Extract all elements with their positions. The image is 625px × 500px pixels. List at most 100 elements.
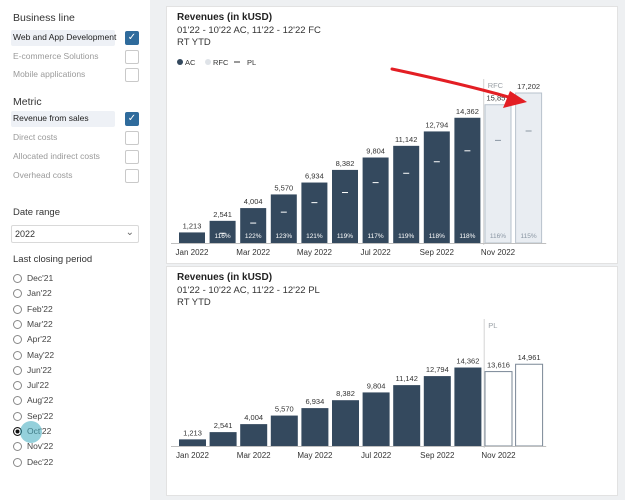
closing-period-option[interactable]: Sep'22 <box>13 410 133 423</box>
bar-value-label: 14,961 <box>518 353 541 362</box>
actual-bar <box>301 408 329 446</box>
bar-value-label: 2,541 <box>213 210 232 219</box>
legend-rfc-swatch <box>205 59 211 65</box>
actual-bar <box>423 376 451 446</box>
actual-bar <box>179 232 205 243</box>
actual-bar <box>362 392 390 446</box>
x-tick-label: Nov 2022 <box>481 248 516 257</box>
radio-label: Jul'22 <box>27 380 49 391</box>
bar-value-label: 6,934 <box>306 397 325 406</box>
chart-panel-pl: Revenues (in kUSD) 01'22 - 10'22 AC, 11'… <box>166 266 618 496</box>
closing-period-option[interactable]: Dec'21 <box>13 272 133 285</box>
actual-bar <box>209 432 237 446</box>
x-tick-label: Mar 2022 <box>236 248 270 257</box>
bar-value-label: 4,004 <box>244 413 263 422</box>
date-range-value: 2022 <box>15 229 36 239</box>
closing-period-option[interactable]: Feb'22 <box>13 303 133 316</box>
business-line-title: Business line <box>13 12 75 24</box>
closing-period-option[interactable]: Jan'22 <box>13 287 133 300</box>
option-label: Overhead costs <box>13 170 73 180</box>
checkbox[interactable] <box>125 68 139 82</box>
closing-period-option[interactable]: Dec'22 <box>13 456 133 469</box>
x-tick-label: Sep 2022 <box>420 451 455 460</box>
actual-bar <box>209 220 236 243</box>
actual-bar <box>393 145 420 243</box>
radio[interactable] <box>13 319 22 329</box>
metric-overhead-costs[interactable]: Overhead costs <box>11 169 141 184</box>
option-label: E-commerce Solutions <box>13 51 99 61</box>
radio[interactable] <box>13 350 22 360</box>
chart-title: Revenues (in kUSD) <box>177 272 273 283</box>
chevron-down-icon: ⌄ <box>125 227 134 238</box>
actual-bar <box>179 439 206 446</box>
bar-value-label: 8,382 <box>336 159 355 168</box>
checkbox[interactable] <box>125 131 139 145</box>
plan-bar <box>515 363 544 447</box>
bar-value-label: 5,570 <box>275 405 294 414</box>
actual-bar <box>240 208 267 243</box>
metric-revenue[interactable]: Revenue from sales ✓ <box>11 111 141 127</box>
chart-panel-rfc: Revenues (in kUSD) 01'22 - 10'22 AC, 11'… <box>166 6 618 264</box>
x-tick-label: Jan 2022 <box>176 451 209 460</box>
date-range-select[interactable]: 2022 ⌄ <box>11 225 139 243</box>
revenue-chart-rfc: RFC 1,213 2,541 116% 4,004 122% 5,570 123% 6,934… <box>171 58 547 257</box>
option-label: Web and App Development <box>13 32 117 42</box>
actual-bar <box>454 367 482 446</box>
business-line-web-app[interactable]: Web and App Development ✓ <box>11 30 141 46</box>
radio[interactable] <box>13 457 22 467</box>
ratio-label: 123% <box>275 233 292 240</box>
radio[interactable] <box>13 289 22 299</box>
x-tick-label: Sep 2022 <box>420 248 455 257</box>
checkbox-checked[interactable]: ✓ <box>125 112 139 126</box>
closing-period-option[interactable]: Jul'22 <box>13 379 133 392</box>
actual-bar <box>270 415 298 446</box>
closing-period-option[interactable]: Nov'22 <box>13 440 133 453</box>
cursor-highlight <box>20 421 42 443</box>
chart-subtitle-2: RT YTD <box>177 37 211 48</box>
ratio-label: 119% <box>398 233 414 240</box>
radio[interactable] <box>13 381 22 391</box>
checkbox[interactable] <box>125 150 139 164</box>
option-label: Allocated indirect costs <box>13 151 100 161</box>
radio[interactable] <box>13 335 22 345</box>
radio[interactable] <box>13 442 22 452</box>
closing-period-option[interactable]: Mar'22 <box>13 318 133 331</box>
closing-period-option[interactable]: Aug'22 <box>13 394 133 407</box>
radio[interactable] <box>13 411 22 421</box>
bar-value-label: 2,541 <box>214 421 233 430</box>
closing-period-option[interactable]: Jun'22 <box>13 364 133 377</box>
actual-bar <box>332 169 358 243</box>
option-label: Revenue from sales <box>13 113 89 123</box>
actual-bar <box>332 400 359 446</box>
radio[interactable] <box>13 304 22 314</box>
checkbox[interactable] <box>125 169 139 183</box>
business-line-mobile[interactable]: Mobile applications <box>11 68 141 83</box>
radio[interactable] <box>13 274 22 283</box>
bar-value-label: 14,362 <box>456 357 479 366</box>
checkbox[interactable] <box>125 50 139 64</box>
chart-subtitle-2: RT YTD <box>177 297 211 308</box>
chart-subtitle: 01'22 - 10'22 AC, 11'22 - 12'22 FC <box>177 25 321 36</box>
metric-direct-costs[interactable]: Direct costs <box>11 131 141 146</box>
radio-label: Feb'22 <box>27 303 53 314</box>
radio-label: Nov'22 <box>27 441 54 452</box>
closing-period-option[interactable]: Apr'22 <box>13 333 133 346</box>
ratio-label: 116% <box>490 233 506 240</box>
ratio-label: 115% <box>521 233 537 240</box>
radio-label: Sep'22 <box>27 410 54 421</box>
legend-ac-swatch <box>177 59 183 65</box>
checkbox-checked[interactable]: ✓ <box>125 31 139 45</box>
ratio-label: 118% <box>459 233 475 240</box>
annotation-arrow-shaft <box>390 67 514 100</box>
business-line-ecommerce[interactable]: E-commerce Solutions <box>11 50 141 65</box>
ratio-label: 117% <box>368 233 384 240</box>
radio[interactable] <box>13 365 22 375</box>
closing-period-title: Last closing period <box>13 254 93 265</box>
radio[interactable] <box>13 396 22 406</box>
metric-allocated-costs[interactable]: Allocated indirect costs <box>11 150 141 165</box>
bar-value-label: 13,616 <box>487 361 510 370</box>
actual-bar <box>454 117 481 243</box>
closing-period-option[interactable]: May'22 <box>13 349 133 362</box>
x-tick-label: Jul 2022 <box>360 248 391 257</box>
bar-value-label: 1,213 <box>183 428 202 437</box>
